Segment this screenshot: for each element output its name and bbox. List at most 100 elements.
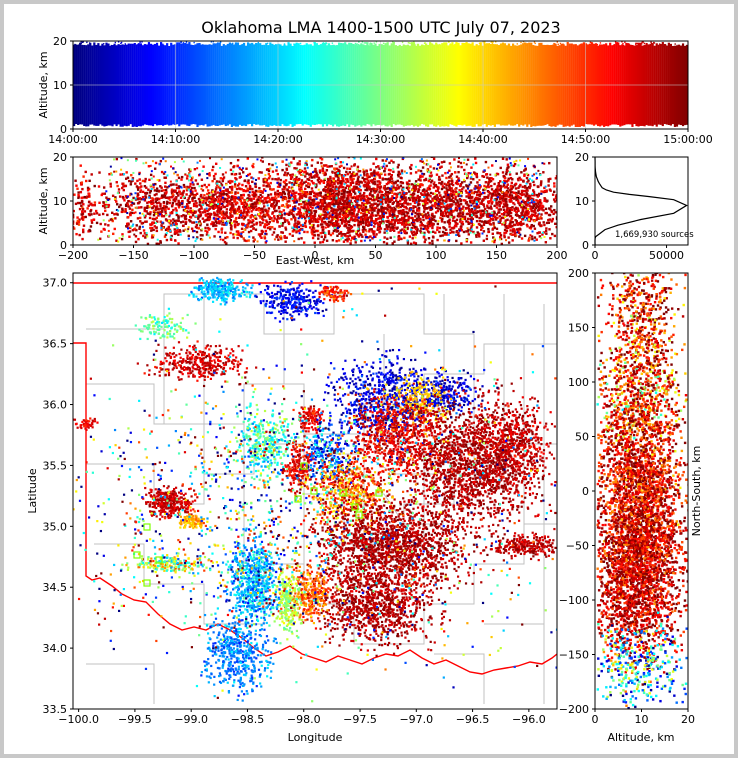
ew-altitude-point — [320, 202, 324, 205]
ew-altitude-point — [387, 168, 391, 172]
ew-altitude-point — [266, 195, 270, 199]
ew-altitude-point — [104, 209, 107, 212]
time-height-point — [358, 41, 360, 43]
ew-altitude-point — [239, 209, 243, 213]
time-height-column — [335, 45, 339, 127]
ew-altitude-point — [269, 187, 272, 191]
ew-altitude-point — [197, 217, 200, 220]
ew-altitude-point — [351, 179, 354, 183]
ew-altitude-point — [448, 221, 451, 224]
time-height-point — [488, 42, 490, 45]
ew-altitude-point — [160, 196, 163, 200]
ew-altitude-point — [201, 217, 205, 220]
time-height-point — [88, 42, 91, 44]
ew-altitude-point — [436, 228, 439, 232]
ew-altitude-point — [154, 182, 157, 186]
time-height-point — [253, 45, 255, 47]
ew-altitude-point — [496, 172, 500, 176]
ew-altitude-point — [257, 190, 260, 193]
ew-altitude-point — [107, 197, 111, 201]
ew-altitude-point — [219, 202, 223, 205]
ew-altitude-point — [102, 227, 105, 231]
ew-altitude-point — [349, 226, 353, 230]
ew-altitude-point — [330, 201, 334, 204]
ew-altitude-point — [485, 237, 489, 241]
ew-altitude-point — [395, 153, 397, 155]
ew-altitude-point — [378, 182, 381, 186]
ew-altitude-point — [431, 197, 434, 200]
ew-altitude-point — [69, 198, 71, 200]
ew-altitude-point — [544, 241, 548, 244]
ew-altitude-point — [412, 196, 415, 200]
time-height-x-tick: 15:00:00 — [663, 133, 712, 146]
ew-altitude-point — [324, 233, 327, 237]
ew-altitude-point — [187, 201, 190, 204]
time-height-point — [275, 44, 277, 46]
ew-altitude-point — [304, 225, 308, 229]
ew-altitude-point — [310, 187, 314, 190]
time-height-point — [308, 46, 310, 48]
ew-altitude-point — [168, 201, 171, 205]
ew-altitude-point — [254, 193, 258, 196]
time-height-point — [621, 41, 623, 43]
ew-altitude-point — [378, 200, 382, 203]
ew-altitude-point — [248, 194, 251, 198]
ew-altitude-point — [313, 209, 316, 213]
time-height-column — [194, 44, 197, 125]
ew-altitude-point — [125, 171, 128, 174]
ew-altitude-point — [166, 228, 169, 231]
ew-altitude-point — [363, 174, 366, 177]
ew-altitude-point — [331, 184, 334, 187]
ew-altitude-point — [138, 197, 142, 200]
ew-altitude-point — [518, 185, 521, 188]
ew-altitude-point — [242, 223, 245, 226]
ew-altitude-point — [115, 239, 118, 242]
ew-altitude-point — [170, 210, 174, 214]
ew-altitude-point — [218, 222, 221, 225]
ew-altitude-point — [419, 169, 423, 173]
ew-altitude-point — [288, 197, 291, 200]
ew-altitude-point — [306, 172, 309, 175]
ew-altitude-point — [194, 211, 197, 214]
ew-altitude-point — [393, 221, 397, 224]
time-height-point — [241, 44, 244, 46]
ew-altitude-point — [446, 195, 450, 199]
ew-altitude-point — [172, 183, 175, 186]
ew-altitude-point — [452, 231, 455, 234]
ew-altitude-point — [450, 198, 453, 202]
ew-altitude-point — [171, 203, 174, 207]
ew-altitude-point — [142, 234, 145, 238]
ew-altitude-point — [165, 238, 169, 242]
time-height-point — [484, 41, 486, 43]
ew-altitude-point — [109, 185, 113, 188]
time-height-point — [336, 46, 338, 48]
ew-altitude-point — [391, 187, 394, 190]
ew-altitude-point — [439, 205, 443, 209]
ew-altitude-point — [380, 201, 384, 204]
ew-altitude-point — [258, 207, 262, 211]
time-height-column — [109, 45, 112, 126]
ew-altitude-point — [326, 225, 330, 228]
ew-altitude-point — [285, 167, 288, 170]
ew-altitude-point — [385, 182, 389, 186]
ew-altitude-point — [225, 200, 229, 204]
ew-altitude-point — [155, 229, 159, 233]
ew-altitude-point — [170, 234, 173, 238]
ew-altitude-point — [401, 228, 404, 231]
ew-altitude-point — [459, 227, 463, 230]
ew-altitude-point — [270, 203, 273, 206]
ew-altitude-point — [340, 164, 343, 168]
ew-altitude-point — [322, 231, 326, 234]
ew-altitude-point — [426, 226, 430, 230]
ew-altitude-point — [352, 229, 355, 233]
ew-altitude-point — [417, 207, 421, 210]
ew-altitude-point — [503, 228, 507, 232]
time-height-point — [666, 45, 668, 48]
ew-altitude-point — [481, 198, 485, 201]
ew-altitude-point — [561, 240, 563, 242]
ew-altitude-point — [358, 232, 362, 235]
ew-altitude-point — [338, 215, 342, 219]
ew-altitude-point — [311, 158, 314, 162]
ew-altitude-point — [286, 189, 289, 192]
ew-altitude-point — [319, 194, 322, 197]
